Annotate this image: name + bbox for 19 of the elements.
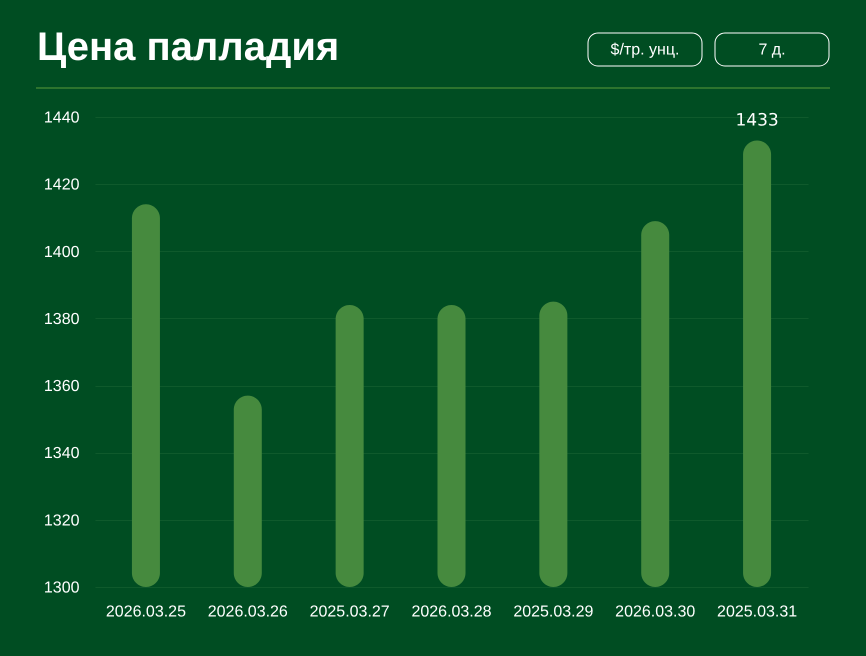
y-tick-label: 1340	[44, 445, 80, 462]
y-tick-label: 1380	[44, 310, 80, 328]
y-tick-label: 1420	[44, 176, 80, 194]
y-tick-label: 1400	[44, 244, 80, 261]
x-tick-label: 2026.03.26	[208, 604, 288, 620]
y-tick-label: 1440	[44, 110, 80, 126]
y-tick-label: 1300	[44, 580, 80, 596]
x-tick-label: 2026.03.30	[615, 604, 696, 620]
text: 7 д.	[758, 42, 786, 58]
x-tick-label: 2026.03.28	[411, 604, 492, 620]
text: $/тр. унц.	[610, 42, 680, 58]
x-tick-label: 2025.03.31	[717, 604, 798, 620]
data-label: 1433	[735, 110, 779, 130]
x-tick-label: 2025.03.27	[310, 604, 390, 620]
y-tick-label: 1320	[44, 512, 80, 530]
y-tick-label: 1360	[44, 378, 80, 396]
x-tick-label: 2025.03.29	[513, 604, 594, 620]
x-tick-label: 2026.03.25	[106, 604, 186, 620]
chart-title: Цена палладия	[37, 25, 340, 69]
